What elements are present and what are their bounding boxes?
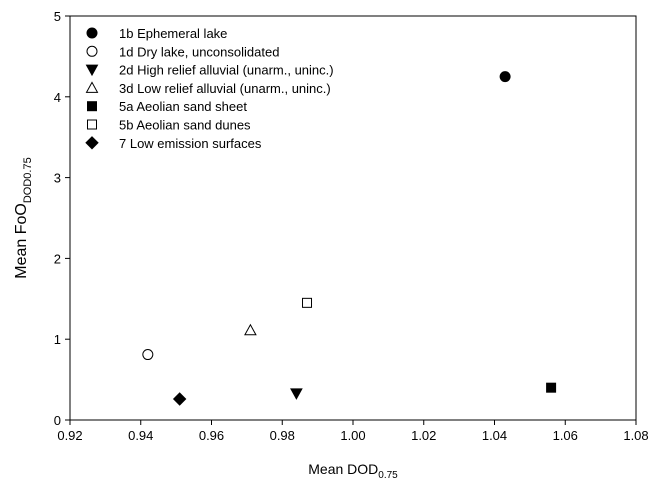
legend-label: 1b Ephemeral lake xyxy=(119,26,227,41)
data-point xyxy=(142,349,154,361)
legend-marker xyxy=(85,64,99,77)
data-point xyxy=(290,388,303,400)
y-tick-label: 3 xyxy=(54,171,61,186)
x-tick-label: 1.02 xyxy=(411,428,436,443)
y-tick-label: 0 xyxy=(54,413,61,428)
x-tick-label: 1.04 xyxy=(482,428,507,443)
data-point xyxy=(546,382,557,393)
legend-marker xyxy=(86,45,98,57)
y-tick-label: 1 xyxy=(54,332,61,347)
x-axis-label-main: Mean DOD xyxy=(308,461,378,477)
legend: 1b Ephemeral lake 1d Dry lake, unconsolid… xyxy=(85,26,334,151)
x-axis: 0.92 0.94 0.96 0.98 1.00 1.02 1.04 1.06 1.08 xyxy=(57,420,649,443)
x-tick-label: 0.92 xyxy=(57,428,82,443)
legend-marker xyxy=(86,27,98,39)
legend-label: 2d High relief alluvial (unarm., uninc.) xyxy=(119,63,334,78)
x-tick-label: 1.06 xyxy=(553,428,578,443)
y-axis-label-sub: DOD0.75 xyxy=(22,157,34,203)
data-points xyxy=(142,71,557,406)
legend-marker xyxy=(87,119,97,130)
legend-label: 3d Low relief alluvial (unarm., uninc.) xyxy=(119,81,331,96)
data-point xyxy=(244,323,257,336)
y-tick-label: 2 xyxy=(54,251,61,266)
y-axis: 0 1 2 3 4 5 xyxy=(54,9,70,428)
x-axis-label-sub: 0.75 xyxy=(378,470,398,481)
data-point xyxy=(499,71,511,83)
legend-marker xyxy=(85,136,99,150)
x-tick-label: 0.96 xyxy=(199,428,224,443)
legend-marker xyxy=(85,81,99,93)
x-axis-label: Mean DOD0.75 xyxy=(308,461,398,481)
legend-label: 1d Dry lake, unconsolidated xyxy=(119,44,279,59)
data-point xyxy=(172,392,187,406)
legend-marker xyxy=(87,101,97,112)
x-tick-label: 1.00 xyxy=(340,428,365,443)
data-point xyxy=(302,297,313,308)
y-tick-label: 5 xyxy=(54,9,61,24)
legend-label: 5a Aeolian sand sheet xyxy=(119,99,247,114)
legend-label: 7 Low emission surfaces xyxy=(119,136,262,151)
y-tick-label: 4 xyxy=(54,90,61,105)
x-tick-label: 1.08 xyxy=(623,428,648,443)
x-tick-label: 0.98 xyxy=(270,428,295,443)
x-tick-label: 0.94 xyxy=(128,428,153,443)
y-axis-label-main: Mean FoO xyxy=(13,203,30,279)
y-axis-label: Mean FoODOD0.75 xyxy=(13,157,34,278)
legend-label: 5b Aeolian sand dunes xyxy=(119,118,251,133)
